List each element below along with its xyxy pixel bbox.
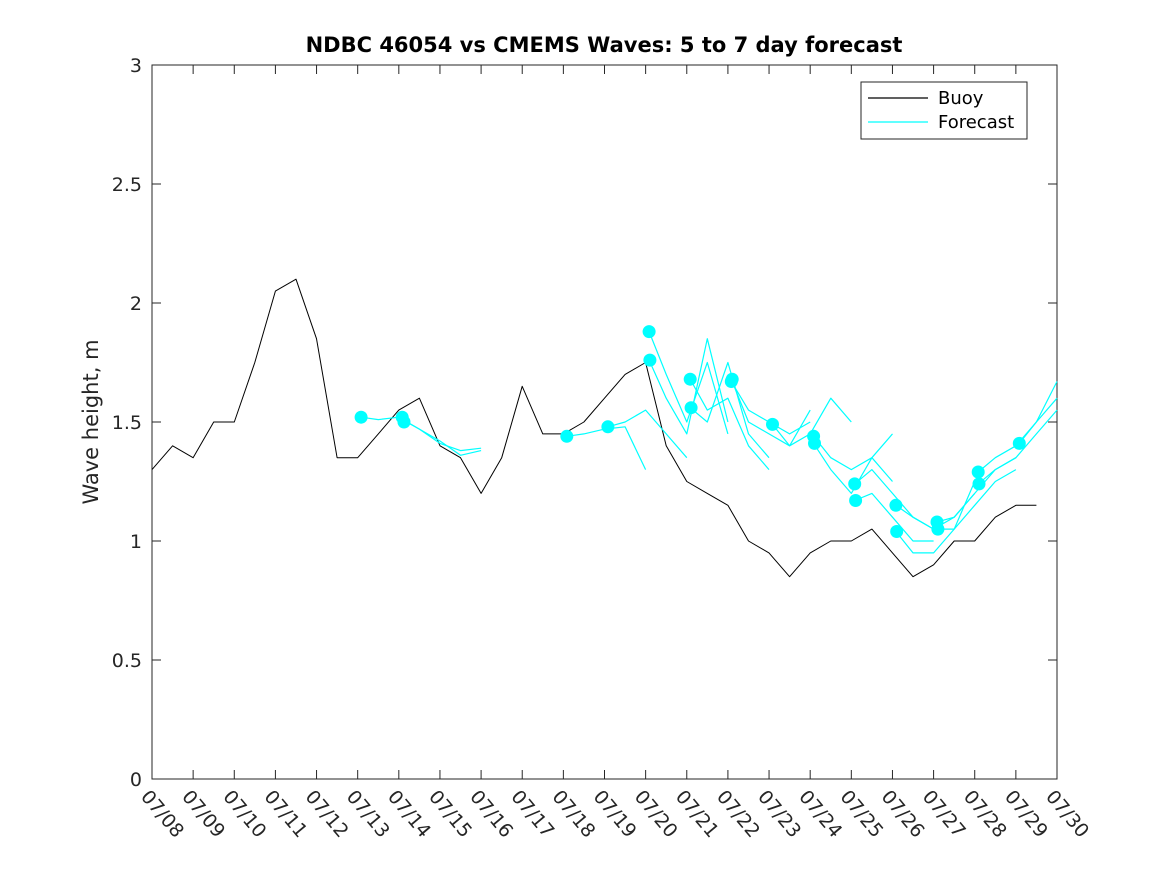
forecast-marker-0 — [354, 410, 368, 424]
marker-layer — [354, 325, 1026, 538]
forecast-series-line-17 — [895, 481, 976, 554]
y-tick-label-1: 0.5 — [112, 650, 142, 672]
y-axis-label: Wave height, m — [79, 339, 103, 504]
forecast-series-line-5 — [648, 331, 729, 435]
forecast-marker-6 — [643, 353, 657, 367]
forecast-marker-4 — [601, 420, 615, 434]
forecast-series-line-6 — [648, 338, 729, 435]
forecast-marker-2 — [397, 415, 411, 429]
legend-box — [860, 81, 1028, 140]
y-tick-label-2: 1 — [130, 531, 142, 553]
forecast-series-line-15 — [854, 492, 934, 542]
forecast-marker-7 — [683, 372, 697, 386]
forecast-marker-3 — [560, 429, 574, 443]
forecast-series-line-19 — [937, 469, 1017, 530]
plot-area — [151, 64, 1058, 780]
y-tick-label-3: 1.5 — [112, 412, 142, 434]
forecast-series-line-12 — [813, 433, 893, 471]
y-tick-label-6: 3 — [130, 55, 142, 77]
forecast-marker-11 — [766, 417, 779, 431]
forecast-marker-5 — [642, 325, 656, 339]
forecast-marker-14 — [848, 477, 862, 491]
series-layer — [151, 278, 1058, 578]
y-tick-label-0: 0 — [130, 769, 142, 791]
y-tick-label-4: 2 — [130, 293, 142, 315]
forecast-marker-13 — [808, 436, 821, 450]
forecast-marker-21 — [972, 477, 986, 491]
legend-label-buoy: Buoy — [938, 88, 984, 109]
forecast-marker-19 — [931, 522, 945, 536]
chart-title: NDBC 46054 vs CMEMS Waves: 5 to 7 day fo… — [306, 33, 903, 57]
forecast-series-line-7 — [689, 378, 770, 470]
forecast-marker-8 — [684, 401, 698, 415]
forecast-marker-10 — [725, 372, 739, 386]
forecast-series-line-8 — [689, 361, 770, 459]
forecast-series-line-21 — [977, 409, 1058, 485]
legend-label-forecast: Forecast — [938, 112, 1014, 133]
forecast-marker-16 — [889, 498, 903, 512]
forecast-series-line-13 — [813, 443, 893, 494]
y-tick-label-5: 2.5 — [112, 174, 142, 196]
buoy-series-line — [151, 278, 1037, 578]
forecast-marker-17 — [890, 525, 904, 538]
forecast-marker-22 — [1012, 436, 1026, 450]
forecast-series-line-22 — [1018, 381, 1058, 444]
forecast-series-line-4 — [607, 409, 688, 459]
y-axis: 0 0.5 1 1.5 2 2.5 3 — [112, 55, 1057, 791]
forecast-series-line-2 — [401, 419, 482, 452]
legend: Buoy Forecast — [860, 81, 1028, 140]
forecast-marker-15 — [849, 494, 863, 507]
forecast-marker-20 — [971, 465, 985, 479]
forecast-series-line-10 — [730, 378, 811, 447]
